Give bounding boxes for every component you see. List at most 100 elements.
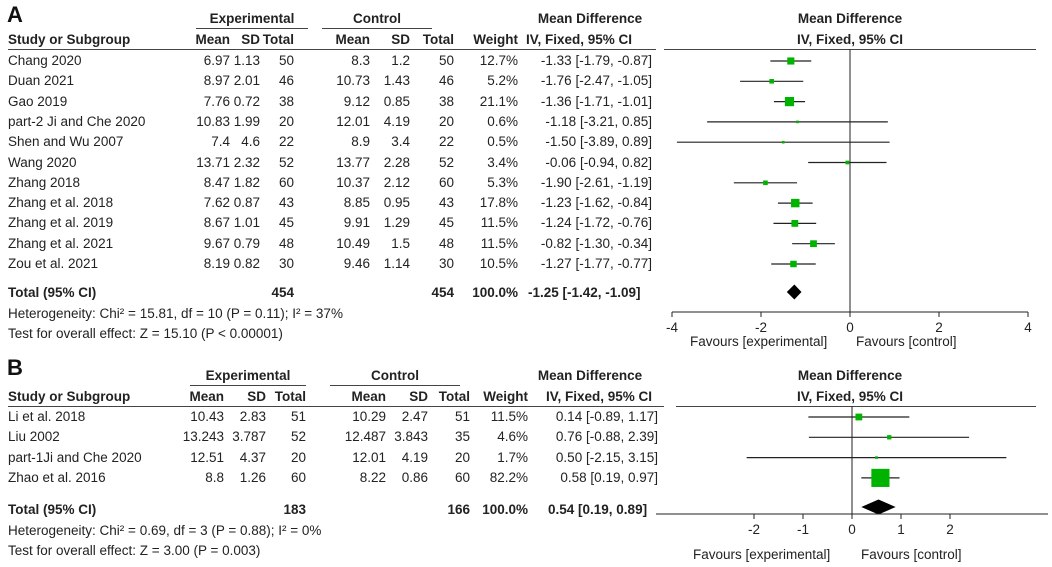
- cell-c-total: 35: [454, 429, 470, 445]
- study-marker: [810, 240, 817, 248]
- total-e-total: 454: [271, 285, 294, 300]
- header-e-mean: Mean: [195, 32, 230, 47]
- header-c-sd: SD: [409, 389, 428, 404]
- cell-weight: 17.8%: [479, 195, 518, 211]
- pooled-diamond: [786, 284, 802, 300]
- header-e-sd: SD: [241, 32, 260, 47]
- cell-weight: 12.7%: [479, 53, 518, 68]
- cell-c-mean: 13.77: [336, 154, 370, 170]
- favours-control-label: Favours [control]: [856, 334, 957, 349]
- cell-ci: -1.18 [-3.21, 0.85]: [545, 113, 652, 129]
- cell-weight: 0.5%: [487, 134, 518, 150]
- cell-c-sd: 3.843: [394, 429, 428, 445]
- cell-c-total: 60: [438, 174, 454, 190]
- cell-weight: 10.5%: [479, 256, 518, 271]
- header-c-sd: SD: [391, 32, 410, 47]
- cell-e-total: 30: [278, 256, 294, 271]
- cell-e-mean: 6.97: [203, 53, 230, 68]
- study-name: Duan 2021: [8, 73, 75, 89]
- study-marker: [875, 456, 878, 459]
- cell-e-total: 52: [290, 429, 306, 445]
- cell-c-sd: 4.19: [401, 449, 428, 465]
- favours-experimental-label: Favours [experimental]: [693, 547, 831, 562]
- cell-c-mean: 9.91: [343, 215, 370, 231]
- study-marker: [796, 120, 799, 124]
- cell-c-mean: 10.29: [352, 409, 386, 424]
- cell-e-mean: 13.243: [182, 429, 224, 445]
- panel-label-a: A: [7, 2, 23, 27]
- x-tick-label: -2: [755, 320, 767, 335]
- cell-c-total: 45: [438, 215, 454, 231]
- cell-c-total: 50: [438, 53, 454, 68]
- header-weight: Weight: [483, 389, 528, 404]
- study-name: Zhao et al. 2016: [8, 469, 106, 485]
- header-study: Study or Subgroup: [8, 32, 131, 47]
- cell-weight: 82.2%: [489, 469, 528, 485]
- cell-c-sd: 3.4: [391, 134, 410, 150]
- cell-e-sd: 2.32: [233, 154, 260, 170]
- x-tick-label: 1: [897, 522, 905, 537]
- cell-c-sd: 0.95: [383, 195, 410, 211]
- study-name: Zhang et al. 2019: [8, 215, 114, 231]
- header-underline-control: [330, 385, 460, 386]
- header-plot-method: IV, Fixed, 95% CI: [796, 32, 904, 47]
- forest-plot-panel-a: A Experimental Control Mean Difference M…: [7, 2, 1036, 349]
- cell-c-mean: 10.73: [336, 73, 370, 89]
- cell-weight: 21.1%: [479, 93, 518, 109]
- cell-ci: 0.50 [-2.15, 3.15]: [555, 449, 658, 465]
- study-name: Li et al. 2018: [8, 409, 86, 424]
- cell-ci: -0.06 [-0.94, 0.82]: [545, 154, 652, 170]
- header-mean-difference: Mean Difference: [537, 368, 643, 383]
- cell-e-mean: 9.67: [203, 235, 230, 251]
- cell-e-sd: 0.72: [233, 93, 260, 109]
- study-marker: [787, 57, 795, 65]
- cell-c-total: 20: [438, 113, 454, 129]
- study-name: Chang 2020: [8, 53, 82, 68]
- cell-ci: 0.58 [0.19, 0.97]: [560, 469, 658, 485]
- header-e-sd: SD: [247, 389, 266, 404]
- cell-c-sd: 0.86: [401, 469, 428, 485]
- cell-c-sd: 1.43: [383, 73, 410, 89]
- cell-e-sd: 1.26: [239, 469, 266, 485]
- overall-effect-text: Test for overall effect: Z = 15.10 (P < …: [8, 326, 283, 341]
- cell-c-total: 22: [438, 134, 454, 150]
- cell-c-total: 43: [438, 195, 454, 211]
- cell-c-sd: 1.2: [391, 53, 410, 68]
- forest-plot-panel-b: B Experimental Control Mean Difference M…: [0, 355, 1052, 567]
- cell-e-sd: 0.79: [233, 235, 260, 251]
- total-ci: 0.54 [0.19, 0.89]: [548, 502, 648, 517]
- x-tick-label: -4: [666, 320, 678, 335]
- cell-c-sd: 1.29: [383, 215, 410, 231]
- header-experimental: Experimental: [205, 368, 291, 383]
- study-marker: [791, 220, 799, 227]
- cell-e-total: 51: [290, 409, 306, 424]
- x-tick-label: -1: [797, 522, 809, 537]
- study-marker: [887, 435, 892, 440]
- cell-c-total: 51: [454, 409, 470, 424]
- cell-ci: -1.23 [-1.62, -0.84]: [540, 195, 652, 211]
- total-weight: 100.0%: [482, 502, 528, 517]
- overall-effect-text: Test for overall effect: Z = 3.00 (P = 0…: [8, 543, 261, 558]
- panel-label-b: B: [7, 355, 23, 380]
- header-study: Study or Subgroup: [8, 389, 131, 404]
- cell-weight: 1.7%: [497, 449, 528, 465]
- cell-c-sd: 2.47: [401, 409, 428, 424]
- cell-ci: -1.50 [-3.89, 0.89]: [545, 134, 652, 150]
- study-marker: [784, 97, 795, 107]
- cell-c-mean: 12.01: [352, 449, 386, 465]
- cell-e-mean: 10.83: [196, 113, 230, 129]
- study-name: Zou et al. 2021: [8, 256, 99, 271]
- header-control: Control: [371, 368, 419, 383]
- cell-weight: 11.5%: [480, 235, 518, 251]
- cell-e-mean: 8.8: [205, 469, 224, 485]
- heterogeneity-text: Heterogeneity: Chi² = 15.81, df = 10 (P …: [8, 306, 343, 321]
- cell-ci: -0.82 [-1.30, -0.34]: [540, 235, 652, 251]
- x-tick-label: 4: [1024, 320, 1032, 335]
- study-marker: [790, 260, 797, 268]
- cell-c-sd: 2.12: [383, 174, 410, 190]
- cell-c-total: 46: [438, 73, 454, 89]
- header-control: Control: [353, 11, 401, 26]
- forest-plot-b: -2 -1 0 1 2: [656, 406, 1048, 537]
- cell-e-total: 20: [278, 113, 294, 129]
- cell-ci: -1.90 [-2.61, -1.19]: [540, 174, 652, 190]
